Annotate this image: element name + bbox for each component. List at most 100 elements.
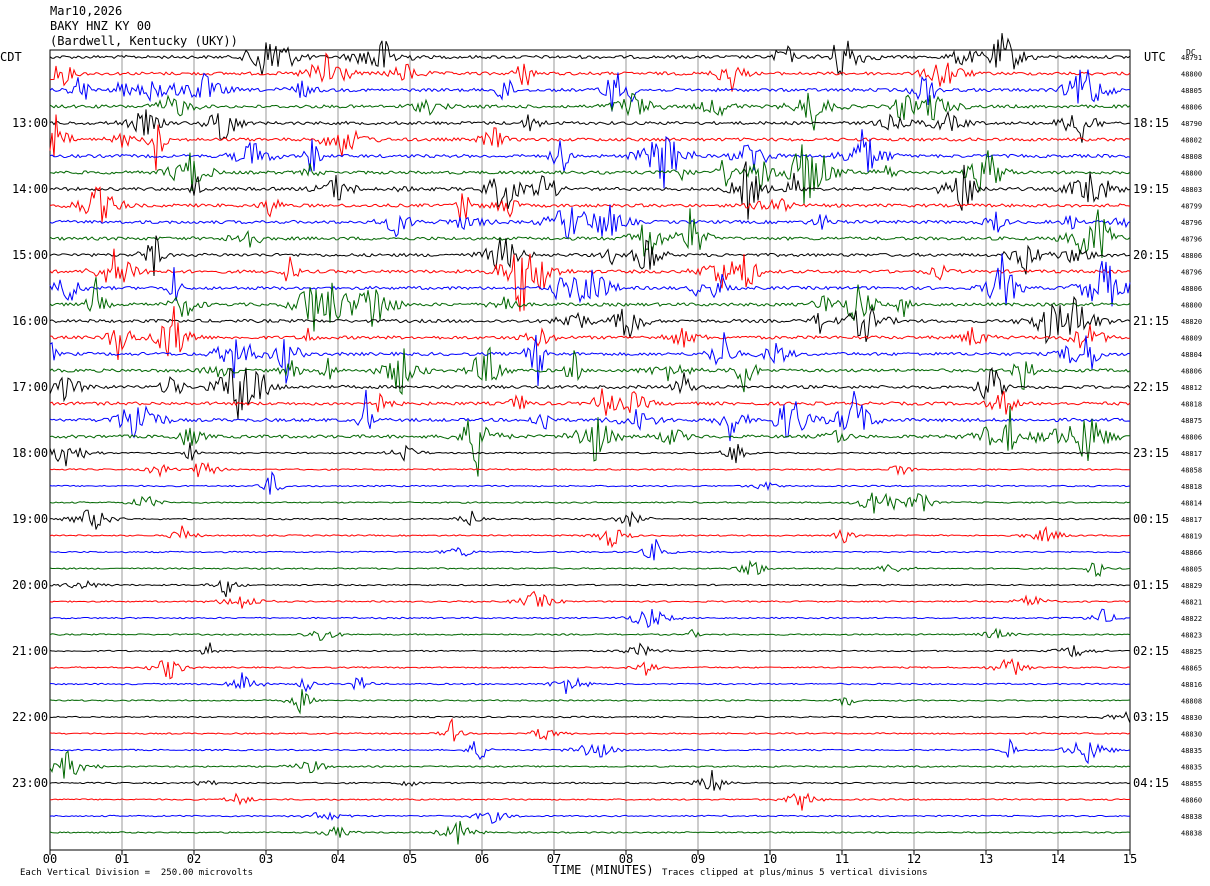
header-date: Mar10,2026	[50, 4, 123, 18]
trace-line-36	[49, 642, 1131, 658]
right-tick-label: 22:15	[1133, 380, 1169, 394]
trace-line-26	[49, 470, 1131, 495]
right-tick-label: 18:15	[1133, 116, 1169, 130]
trace-line-1	[49, 52, 1131, 92]
clip-note: Traces clipped at plus/minus 5 vertical …	[662, 868, 928, 878]
dc-offset-label: 48820	[1181, 318, 1202, 326]
trace-line-16	[49, 295, 1131, 345]
trace-line-43	[49, 750, 1131, 779]
dc-offset-label: 48806	[1181, 368, 1202, 376]
dc-offset-label: 48804	[1181, 351, 1202, 359]
dc-offset-label: 48800	[1181, 302, 1202, 310]
left-tick-label: 21:00	[12, 644, 48, 658]
right-tick-label: 19:15	[1133, 182, 1169, 196]
trace-line-30	[49, 539, 1131, 561]
x-tick-label: 14	[1051, 852, 1065, 866]
trace-line-22	[49, 389, 1131, 442]
dc-offset-label: 48821	[1181, 599, 1202, 607]
trace-line-14	[49, 253, 1131, 307]
header-location: (Bardwell, Kentucky (UKY))	[50, 34, 238, 48]
trace-line-25	[49, 461, 1130, 478]
x-tick-label: 07	[547, 852, 561, 866]
plot-frame	[49, 49, 1131, 851]
x-tick-label: 01	[115, 852, 129, 866]
right-tick-label: 03:15	[1133, 710, 1169, 724]
right-tick-label: 20:15	[1133, 248, 1169, 262]
x-tick-label: 04	[331, 852, 345, 866]
trace-line-27	[49, 492, 1131, 514]
dc-offset-label: 48816	[1181, 681, 1202, 689]
trace-line-33	[49, 590, 1131, 609]
dc-offset-label: 48829	[1181, 582, 1202, 590]
trace-line-11	[49, 208, 1131, 259]
x-tick-label: 08	[619, 852, 633, 866]
dc-offset-label: 48817	[1181, 450, 1202, 458]
trace-line-6	[49, 129, 1131, 189]
left-tick-label: 14:00	[12, 182, 48, 196]
trace-line-12	[49, 235, 1131, 277]
dc-title: DC	[1186, 48, 1196, 57]
trace-line-31	[49, 559, 1131, 578]
x-tick-label: 11	[835, 852, 849, 866]
trace-line-42	[49, 738, 1131, 765]
x-axis-label: TIME (MINUTES)	[552, 863, 653, 877]
right-tick-label: 01:15	[1133, 578, 1169, 592]
trace-line-32	[49, 579, 1131, 598]
dc-offset-label: 48803	[1181, 186, 1202, 194]
trace-line-17	[49, 306, 1131, 361]
dc-offset-label: 48805	[1181, 87, 1202, 95]
dc-offset-label: 48805	[1181, 566, 1202, 574]
dc-offset-label: 48806	[1181, 252, 1202, 260]
dc-offset-label: 48796	[1181, 269, 1202, 277]
dc-offset-label: 48814	[1181, 500, 1202, 508]
trace-line-20	[49, 366, 1131, 420]
dc-offset-label: 48838	[1181, 813, 1202, 821]
trace-line-44	[49, 769, 1131, 791]
dc-offset-label: 48817	[1181, 516, 1202, 524]
dc-offset-label: 48858	[1181, 467, 1202, 475]
x-tick-label: 12	[907, 852, 921, 866]
scale-note: Each Vertical Division = 250.00 microvol…	[20, 868, 253, 878]
left-tick-label: 19:00	[12, 512, 48, 526]
right-tick-label: 00:15	[1133, 512, 1169, 526]
left-tick-label: 18:00	[12, 446, 48, 460]
trace-line-39	[49, 689, 1131, 715]
trace-line-13	[49, 248, 1131, 312]
trace-line-0	[49, 33, 1131, 77]
dc-offset-label: 48855	[1181, 780, 1202, 788]
right-tick-label: 02:15	[1133, 644, 1169, 658]
dc-offset-label: 48825	[1181, 648, 1202, 656]
left-tick-label: 16:00	[12, 314, 48, 328]
dc-offset-label: 48806	[1181, 434, 1202, 442]
dc-offset-label: 48865	[1181, 665, 1202, 673]
dc-offset-label: 48860	[1181, 797, 1202, 805]
x-tick-label: 13	[979, 852, 993, 866]
left-tick-label: 17:00	[12, 380, 48, 394]
right-tick-label: 04:15	[1133, 776, 1169, 790]
trace-line-46	[49, 811, 1131, 824]
right-axis-title: UTC	[1144, 50, 1166, 64]
left-tick-label: 13:00	[12, 116, 48, 130]
trace-line-15	[49, 277, 1131, 332]
dc-offset-label: 48812	[1181, 384, 1202, 392]
left-tick-label: 15:00	[12, 248, 48, 262]
trace-line-38	[49, 672, 1131, 694]
dc-offset-label: 48790	[1181, 120, 1202, 128]
trace-line-47	[49, 820, 1131, 845]
trace-line-29	[49, 525, 1131, 549]
trace-line-37	[49, 657, 1131, 680]
dc-offset-label: 48799	[1181, 203, 1202, 211]
dc-offset-label: 48830	[1181, 731, 1202, 739]
x-tick-label: 05	[403, 852, 417, 866]
dc-offset-label: 48796	[1181, 219, 1202, 227]
dc-offset-label: 48823	[1181, 632, 1202, 640]
dc-offset-label: 48796	[1181, 236, 1202, 244]
dc-offset-label: 48835	[1181, 747, 1202, 755]
trace-line-45	[50, 792, 1131, 811]
dc-offset-label: 48791	[1181, 54, 1202, 62]
trace-line-9	[49, 186, 1131, 223]
dc-offset-label: 48818	[1181, 401, 1202, 409]
dc-offset-label: 48830	[1181, 714, 1202, 722]
x-tick-label: 00	[43, 852, 57, 866]
